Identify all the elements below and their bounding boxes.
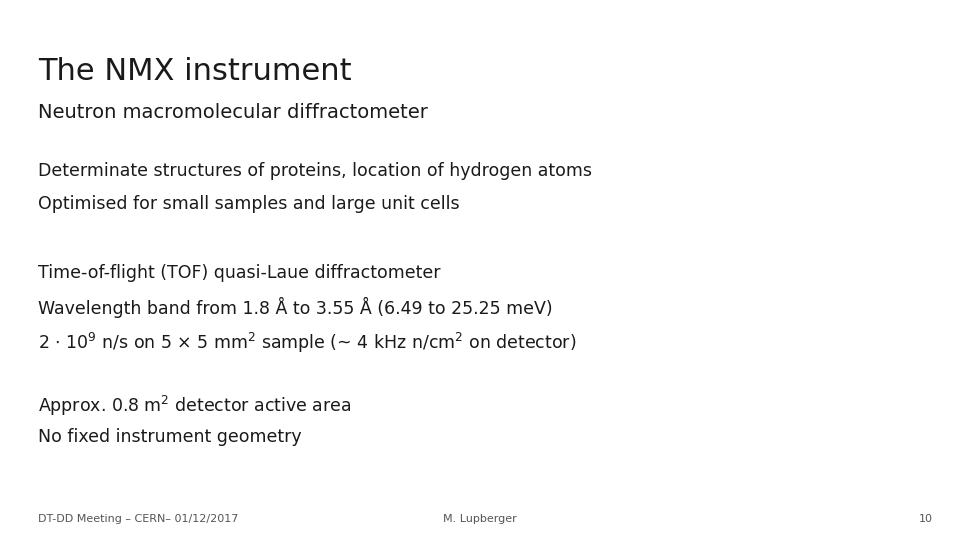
Text: The NMX instrument: The NMX instrument: [38, 57, 352, 86]
Text: DT-DD Meeting – CERN– 01/12/2017: DT-DD Meeting – CERN– 01/12/2017: [38, 514, 239, 524]
Text: M. Lupberger: M. Lupberger: [444, 514, 516, 524]
Text: Approx. 0.8 m$^{2}$ detector active area: Approx. 0.8 m$^{2}$ detector active area: [38, 394, 351, 418]
Text: No fixed instrument geometry: No fixed instrument geometry: [38, 428, 302, 445]
Text: 10: 10: [919, 514, 933, 524]
Text: Determinate structures of proteins, location of hydrogen atoms: Determinate structures of proteins, loca…: [38, 162, 592, 180]
Text: Time-of-flight (TOF) quasi-Laue diffractometer: Time-of-flight (TOF) quasi-Laue diffract…: [38, 264, 441, 281]
Text: Neutron macromolecular diffractometer: Neutron macromolecular diffractometer: [38, 103, 428, 122]
Text: Wavelength band from 1.8 Å to 3.55 Å (6.49 to 25.25 meV): Wavelength band from 1.8 Å to 3.55 Å (6.…: [38, 297, 553, 318]
Text: 2 $\cdot$ 10$^{9}$ n/s on 5 $\times$ 5 mm$^{2}$ sample (~ 4 kHz n/cm$^{2}$ on de: 2 $\cdot$ 10$^{9}$ n/s on 5 $\times$ 5 m…: [38, 330, 577, 355]
Text: Optimised for small samples and large unit cells: Optimised for small samples and large un…: [38, 195, 460, 213]
